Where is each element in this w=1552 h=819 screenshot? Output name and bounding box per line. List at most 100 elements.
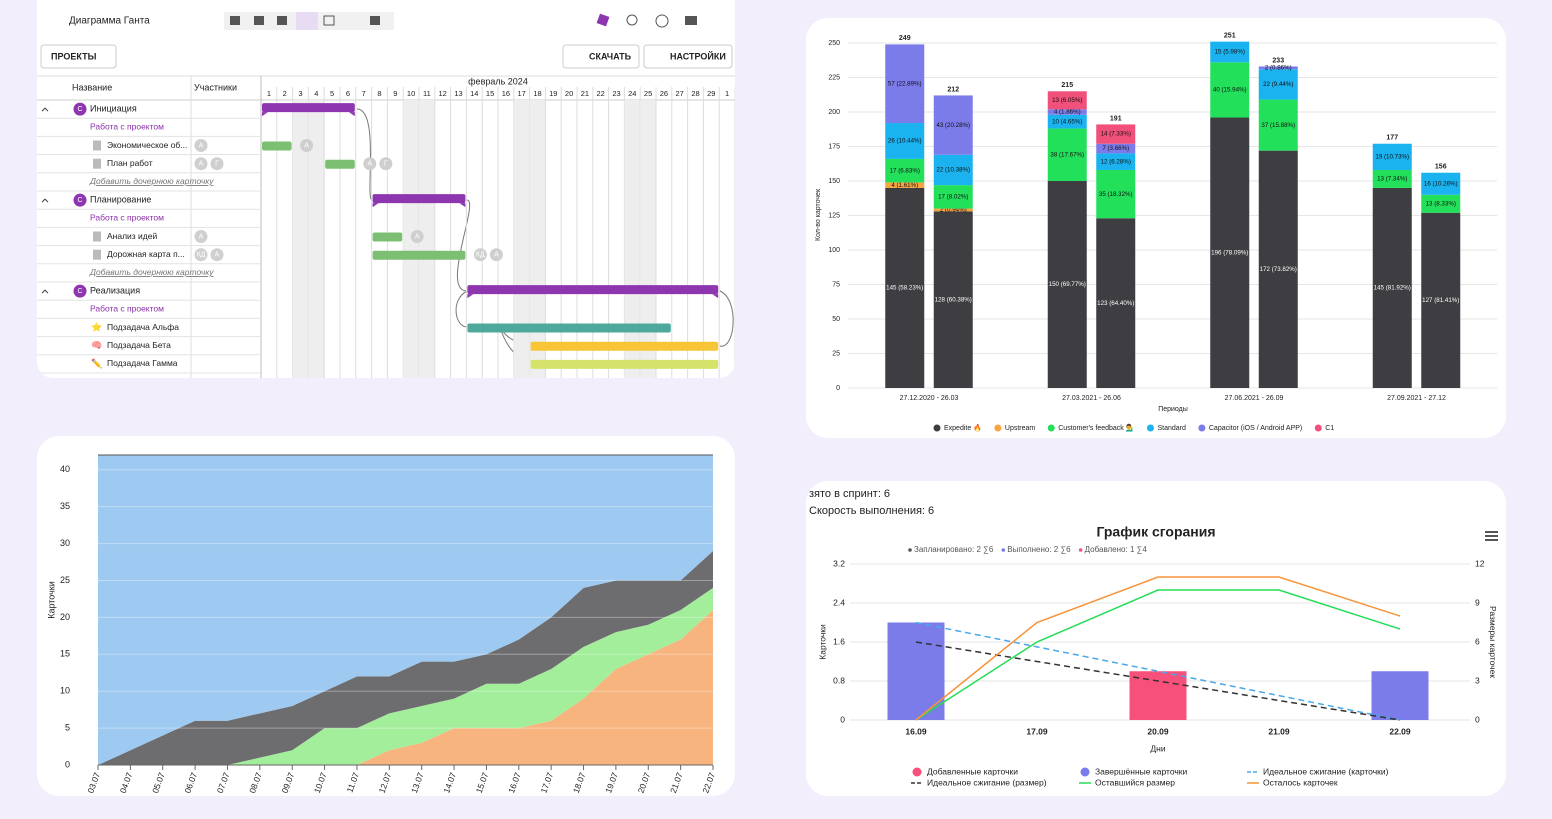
bar (1129, 671, 1187, 720)
bar-segment-label: 17 (8.02%) (938, 194, 968, 201)
subtitle-item: Выполнено: 2 ∑6 (1007, 545, 1071, 554)
column-header: Участники (194, 82, 237, 92)
add-child-link[interactable]: Добавить дочернюю карточку (89, 176, 214, 186)
bar-segment-label: 196 (78.09%) (1211, 249, 1248, 256)
y-tick-label: 2.4 (833, 597, 845, 607)
participant-initial: КД (197, 252, 206, 259)
series-line (915, 621, 1401, 721)
month-label: февраль 2024 (468, 76, 528, 86)
help-icon[interactable] (655, 14, 669, 28)
burndown-panel (806, 481, 1506, 796)
bar-panel (806, 18, 1506, 438)
bar-segment-label: 127 (81.41%) (1422, 297, 1459, 304)
group-avatar (73, 102, 87, 116)
group-label: Инициация (90, 103, 137, 113)
bar-total-label: 156 (1435, 164, 1447, 171)
y-tick-label: 100 (828, 247, 840, 254)
bar-cap (712, 294, 719, 299)
day-label: 10 (407, 89, 415, 98)
area-layer (98, 550, 713, 765)
y-tick-label: 0.8 (833, 675, 845, 685)
icon-active[interactable] (296, 12, 318, 30)
bar-segment (933, 208, 973, 212)
legend-label: Завершённые карточки (1095, 766, 1188, 776)
y-tick-label: 10 (60, 686, 70, 696)
weekend-column (403, 100, 419, 378)
button[interactable] (562, 44, 640, 69)
bar-segment-label: 2 (0.94%) (940, 207, 967, 214)
icon[interactable] (254, 16, 264, 25)
bar-segment (1047, 91, 1087, 110)
y-tick-label: 0 (836, 385, 840, 392)
legend-marker (1314, 424, 1322, 432)
x-tick-label: 27.06.2021 - 26.09 (1225, 395, 1284, 402)
icon[interactable] (277, 16, 287, 25)
task-icon (93, 231, 101, 242)
bar-segment-label: 43 (20.28%) (936, 122, 970, 129)
bar-segment (1421, 194, 1461, 213)
bar-segment (885, 123, 925, 159)
gantt-bar (372, 250, 466, 260)
y2-tick-label: 0 (1475, 714, 1480, 724)
bar-segment-label: 14 (7.33%) (1101, 131, 1131, 138)
bar-segment (1210, 41, 1250, 63)
task-icon (93, 140, 101, 151)
task-label: Подзадача Альфа (107, 322, 179, 332)
bar-total-label: 212 (947, 86, 959, 93)
bar-segment (933, 95, 973, 155)
bar-segment-label: 38 (17.67%) (1050, 151, 1084, 158)
mail-icon[interactable] (685, 16, 697, 25)
participant-avatar (489, 248, 503, 262)
tag-icon[interactable] (596, 13, 610, 27)
bar-segment (1047, 109, 1087, 115)
bar-segment (1258, 99, 1298, 151)
day-label: 9 (393, 89, 397, 98)
gantt: ПРОЕКТЫ СКАЧАТЬ НАСТРОЙКИ Название Участники… (37, 44, 735, 378)
area-layer (98, 455, 713, 765)
icon[interactable] (230, 16, 240, 25)
day-label: 23 (612, 89, 620, 98)
bar-cap (348, 112, 355, 117)
menu-icon[interactable] (1485, 531, 1498, 541)
day-label: 16 (502, 89, 510, 98)
participant-initial: А (199, 142, 204, 149)
x-tick-label: 27.03.2021 - 26.06 (1062, 395, 1121, 402)
bar-segment (885, 182, 925, 188)
y2-tick-label: 9 (1475, 597, 1480, 607)
icon[interactable] (370, 16, 380, 25)
x-tick-label: 22.09 (1389, 726, 1411, 736)
day-label: 3 (298, 89, 302, 98)
weekend-column (419, 100, 435, 378)
y-tick-label: 30 (60, 538, 70, 548)
legend-label: C1 (1325, 425, 1334, 432)
task-icon: ✏️ (91, 357, 102, 368)
bar-segment (1047, 181, 1087, 388)
legend-label: Добавленные карточки (927, 766, 1018, 776)
subtitle-dot (1078, 548, 1083, 552)
subtitle-item: Добавлено: 1 ∑4 (1085, 545, 1148, 554)
bar-segment-label: 15 (5.98%) (1215, 49, 1245, 56)
button[interactable] (40, 44, 117, 69)
area-layer (98, 587, 713, 765)
search-icon[interactable] (626, 14, 638, 26)
gantt-bar (325, 159, 355, 169)
participant-initial: А (215, 252, 220, 259)
bar-cap (372, 203, 379, 208)
add-child-link[interactable]: Добавить дочернюю карточку (89, 267, 214, 277)
gantt-bar (467, 285, 719, 295)
y-axis-title: Кол-во карточек (815, 188, 822, 241)
icon[interactable] (323, 15, 335, 26)
participant-initial: А (415, 233, 420, 240)
participant-avatar (210, 248, 224, 262)
participant-avatar (379, 157, 393, 171)
participant-avatar (300, 139, 314, 152)
weekend-column (529, 100, 546, 378)
legend-marker (994, 424, 1002, 432)
day-label: 5 (330, 89, 334, 98)
link-label: Работа с проектом (90, 213, 164, 223)
weekend-column (640, 100, 656, 378)
bar-segment-label: 150 (69.77%) (1049, 281, 1086, 288)
bar-segment (885, 187, 925, 388)
button[interactable] (643, 44, 733, 69)
link-label: Работа с проектом (90, 122, 164, 132)
